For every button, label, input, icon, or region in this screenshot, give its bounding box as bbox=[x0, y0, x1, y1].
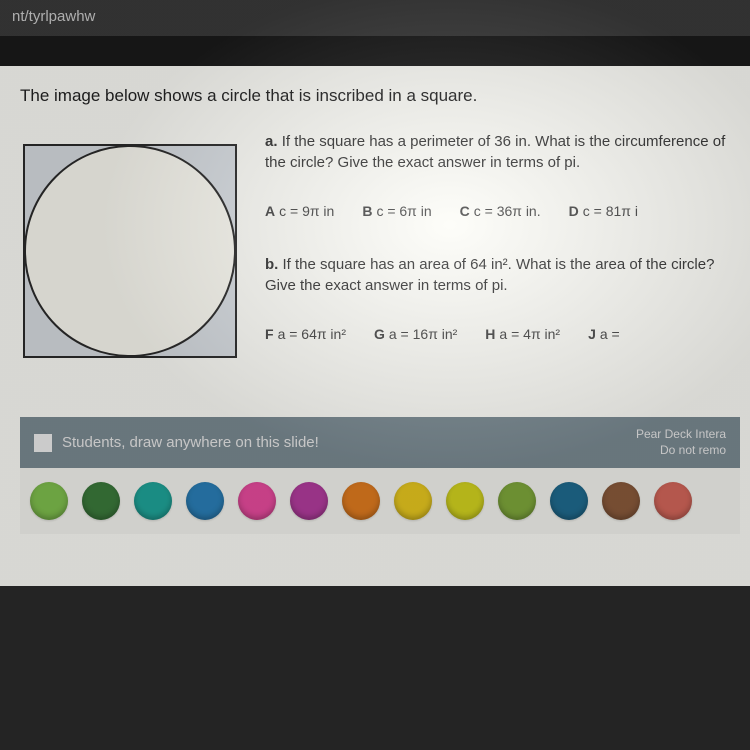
slide[interactable]: The image below shows a circle that is i… bbox=[0, 66, 750, 586]
color-swatch-3[interactable] bbox=[186, 482, 224, 520]
color-swatch-7[interactable] bbox=[394, 482, 432, 520]
color-swatch-12[interactable] bbox=[654, 482, 692, 520]
option-b-F[interactable]: Fa = 64π in² bbox=[265, 326, 346, 342]
url-text: nt/tyrlpawhw bbox=[12, 8, 95, 25]
question-b: b. If the square has an area of 64 in². … bbox=[265, 254, 740, 296]
option-a-B[interactable]: Bc = 6π in bbox=[362, 203, 431, 219]
color-swatch-11[interactable] bbox=[602, 482, 640, 520]
option-a-A[interactable]: Ac = 9π in bbox=[265, 203, 334, 219]
color-swatch-2[interactable] bbox=[134, 482, 172, 520]
option-a-D[interactable]: Dc = 81π i bbox=[569, 203, 638, 219]
problem-prompt: The image below shows a circle that is i… bbox=[20, 86, 740, 106]
question-b-label: b. bbox=[265, 256, 278, 273]
questions-column: a. If the square has a perimeter of 36 i… bbox=[265, 131, 740, 377]
options-a: Ac = 9π in Bc = 6π in Cc = 36π in. Dc = … bbox=[265, 203, 740, 219]
footer-brand-line1: Pear Deck Intera bbox=[636, 427, 726, 443]
question-a-text: If the square has a perimeter of 36 in. … bbox=[265, 133, 725, 171]
option-b-G[interactable]: Ga = 16π in² bbox=[374, 326, 457, 342]
inscribed-circle-figure bbox=[20, 141, 240, 377]
question-b-text: If the square has an area of 64 in². Wha… bbox=[265, 256, 714, 294]
color-swatch-6[interactable] bbox=[342, 482, 380, 520]
url-bar: nt/tyrlpawhw bbox=[0, 0, 750, 36]
color-palette bbox=[20, 468, 740, 534]
footer-bar: Students, draw anywhere on this slide! P… bbox=[20, 417, 740, 468]
color-swatch-9[interactable] bbox=[498, 482, 536, 520]
option-b-H[interactable]: Ha = 4π in² bbox=[485, 326, 560, 342]
question-a-label: a. bbox=[265, 133, 278, 150]
color-swatch-8[interactable] bbox=[446, 482, 484, 520]
option-a-C[interactable]: Cc = 36π in. bbox=[460, 203, 541, 219]
footer-brand-line2: Do not remo bbox=[636, 443, 726, 459]
footer-checkbox[interactable] bbox=[34, 434, 52, 452]
color-swatch-0[interactable] bbox=[30, 482, 68, 520]
color-swatch-5[interactable] bbox=[290, 482, 328, 520]
footer-left: Students, draw anywhere on this slide! bbox=[34, 434, 319, 452]
content-area: The image below shows a circle that is i… bbox=[0, 36, 750, 586]
option-b-J[interactable]: Ja = bbox=[588, 326, 620, 342]
main-row: a. If the square has a perimeter of 36 i… bbox=[20, 131, 740, 377]
question-a: a. If the square has a perimeter of 36 i… bbox=[265, 131, 740, 173]
footer-instruction: Students, draw anywhere on this slide! bbox=[62, 434, 319, 451]
color-swatch-1[interactable] bbox=[82, 482, 120, 520]
color-swatch-4[interactable] bbox=[238, 482, 276, 520]
color-swatch-10[interactable] bbox=[550, 482, 588, 520]
footer-brand: Pear Deck Intera Do not remo bbox=[636, 427, 726, 458]
options-b: Fa = 64π in² Ga = 16π in² Ha = 4π in² Ja… bbox=[265, 326, 740, 342]
